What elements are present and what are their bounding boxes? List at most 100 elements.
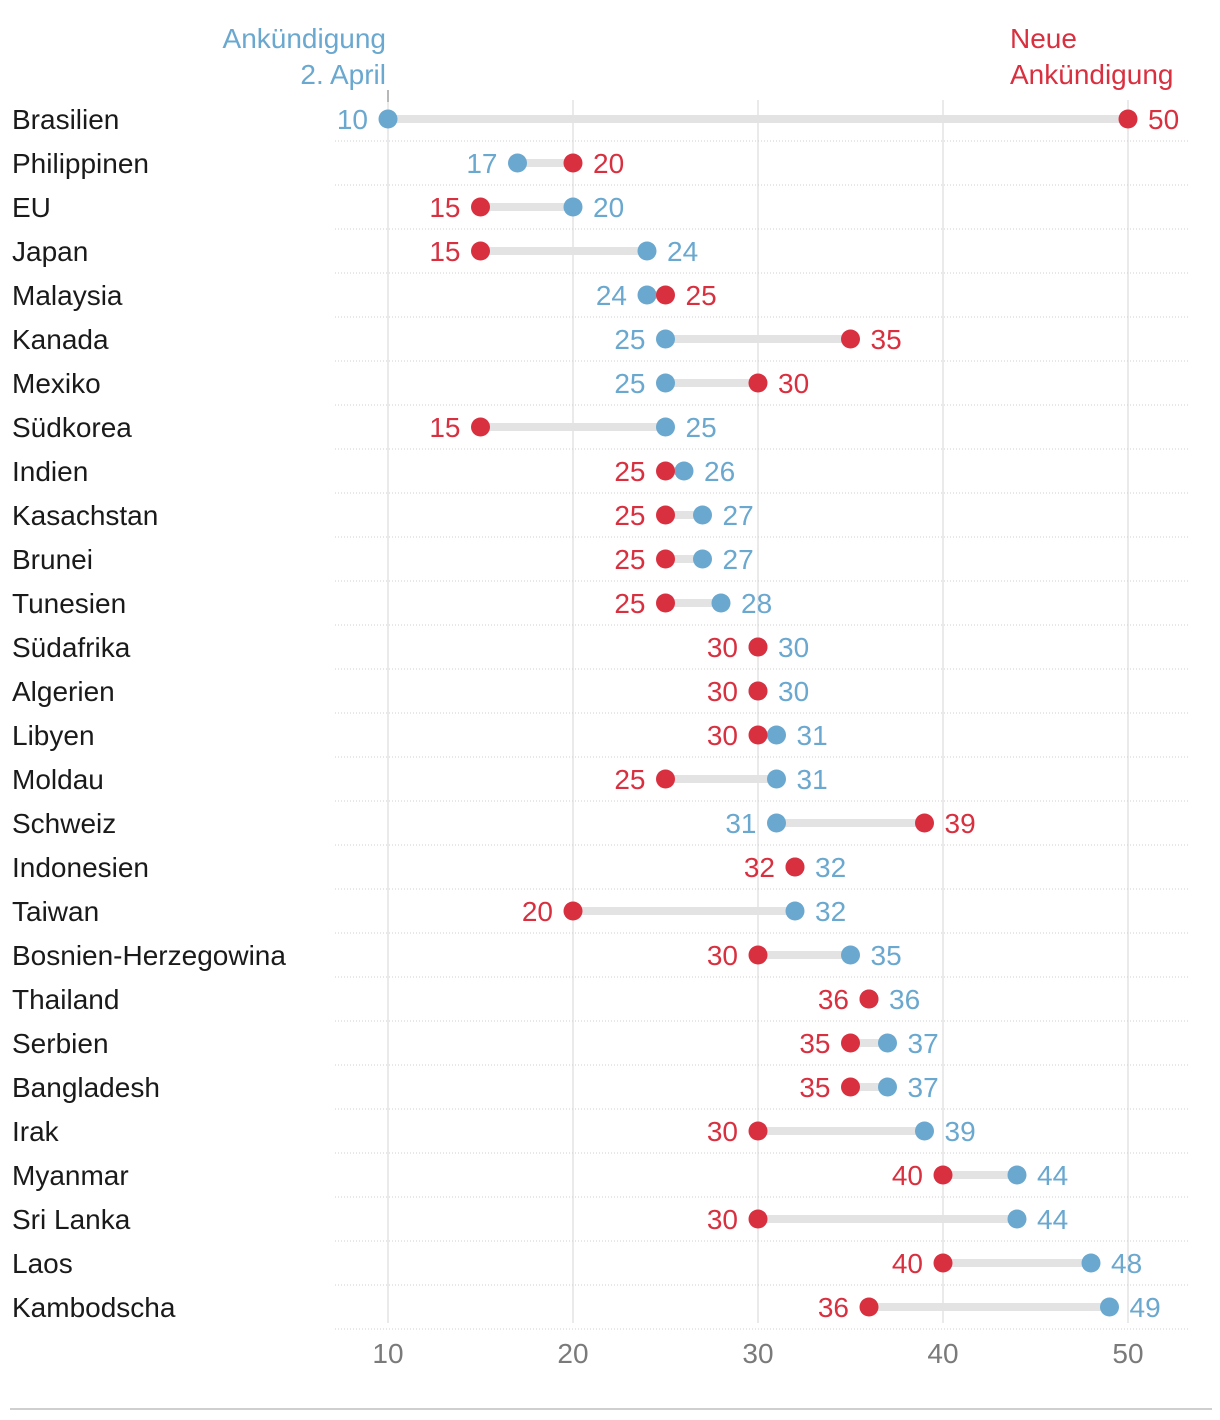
value-label-new: 40 [892, 1248, 923, 1279]
dot-new [656, 285, 675, 305]
value-label-april: 24 [596, 280, 627, 311]
dot-new [748, 681, 768, 701]
value-label-april: 25 [614, 324, 645, 355]
value-label-new: 30 [707, 676, 738, 707]
dot-new [785, 857, 805, 877]
value-label-new: 30 [707, 1116, 738, 1147]
row-thailand: Thailand 36 36 [12, 984, 920, 1015]
value-label-new: 25 [614, 764, 645, 795]
legend: Ankündigung 2. April Neue Ankündigung [223, 23, 1173, 102]
value-label-new: 40 [892, 1160, 923, 1191]
value-label-new: 25 [614, 456, 645, 487]
country-label: Bangladesh [12, 1072, 160, 1103]
row-kambodscha: Kambodscha 49 36 [12, 1292, 1161, 1323]
value-label-april: 27 [723, 544, 754, 575]
legend-label-april: 2. April [300, 59, 386, 90]
row-indien: Indien 26 25 [12, 456, 735, 487]
value-label-new: 36 [818, 984, 849, 1015]
value-label-new: 50 [1148, 104, 1179, 135]
dot-new [859, 1297, 879, 1317]
value-label-april: 27 [723, 500, 754, 531]
x-axis: 10 20 30 40 50 [372, 1338, 1143, 1369]
dot-april [656, 329, 675, 349]
country-label: Kambodscha [12, 1292, 176, 1323]
value-label-new: 30 [778, 368, 809, 399]
country-label: Taiwan [12, 896, 99, 927]
dot-new [841, 1077, 860, 1097]
country-label: Sri Lanka [12, 1204, 131, 1235]
dot-new [563, 153, 583, 173]
dot-new [748, 945, 768, 965]
country-label: Serbien [12, 1028, 109, 1059]
value-label-new: 25 [614, 544, 645, 575]
value-label-new: 30 [707, 940, 738, 971]
country-label: Laos [12, 1248, 73, 1279]
value-label-april: 31 [725, 808, 756, 839]
country-label: Brunei [12, 544, 93, 575]
row-eu: EU 20 15 [12, 192, 624, 223]
country-label: Südkorea [12, 412, 132, 443]
value-label-april: 20 [593, 192, 624, 223]
value-label-april: 30 [778, 632, 809, 663]
value-label-april: 17 [466, 148, 497, 179]
dot-new [1118, 109, 1138, 129]
value-label-april: 49 [1130, 1292, 1161, 1323]
dot-new [656, 769, 675, 789]
row-algerien: Algerien 30 30 [12, 676, 809, 707]
dot-april [915, 1121, 934, 1141]
country-label: Philippinen [12, 148, 149, 179]
dot-new [748, 637, 768, 657]
value-label-april: 26 [704, 456, 735, 487]
value-label-new: 35 [799, 1072, 830, 1103]
dot-april [637, 241, 657, 261]
value-label-april: 37 [908, 1072, 939, 1103]
row-brasilien: Brasilien 10 50 [12, 104, 1179, 135]
row-bosnien-herzegowina: Bosnien-Herzegowina 35 30 [12, 940, 902, 971]
value-label-new: 39 [945, 808, 976, 839]
country-label: Irak [12, 1116, 60, 1147]
x-tick-label: 40 [927, 1338, 958, 1369]
value-label-april: 31 [797, 720, 828, 751]
value-label-april: 31 [797, 764, 828, 795]
country-label: Tunesien [12, 588, 126, 619]
row-moldau: Moldau 31 25 [12, 764, 828, 795]
row-japan: Japan 24 15 [12, 236, 698, 267]
country-label: Kanada [12, 324, 109, 355]
dot-april [711, 593, 731, 613]
country-label: Libyen [12, 720, 95, 751]
value-label-new: 25 [614, 588, 645, 619]
dot-april [693, 505, 712, 525]
row-malaysia: Malaysia 24 25 [12, 280, 717, 311]
x-tick-label: 10 [372, 1338, 403, 1369]
country-label: Indonesien [12, 852, 149, 883]
dot-new [563, 901, 583, 921]
dot-new [915, 813, 934, 833]
dot-april [637, 285, 657, 305]
row-laos: Laos 48 40 [12, 1248, 1142, 1279]
dot-new [656, 593, 675, 613]
dot-april [1081, 1253, 1101, 1273]
dot-new [859, 989, 879, 1009]
dot-new [656, 505, 675, 525]
value-label-april: 39 [945, 1116, 976, 1147]
value-label-new: 36 [818, 1292, 849, 1323]
dot-new [656, 461, 675, 481]
value-label-april: 35 [871, 940, 902, 971]
dot-april [878, 1077, 897, 1097]
country-label: EU [12, 192, 51, 223]
value-label-new: 15 [429, 192, 460, 223]
dot-april [1007, 1165, 1027, 1185]
dot-april [656, 417, 675, 437]
value-label-april: 44 [1037, 1204, 1068, 1235]
value-label-april: 24 [667, 236, 698, 267]
dot-new [748, 725, 768, 745]
value-label-april: 10 [337, 104, 368, 135]
dot-april [1100, 1297, 1119, 1317]
country-label: Myanmar [12, 1160, 129, 1191]
row-sri-lanka: Sri Lanka 44 30 [12, 1204, 1068, 1235]
x-tick-label: 30 [742, 1338, 773, 1369]
dot-new [748, 373, 768, 393]
dot-new [656, 549, 675, 569]
country-label: Bosnien-Herzegowina [12, 940, 286, 971]
